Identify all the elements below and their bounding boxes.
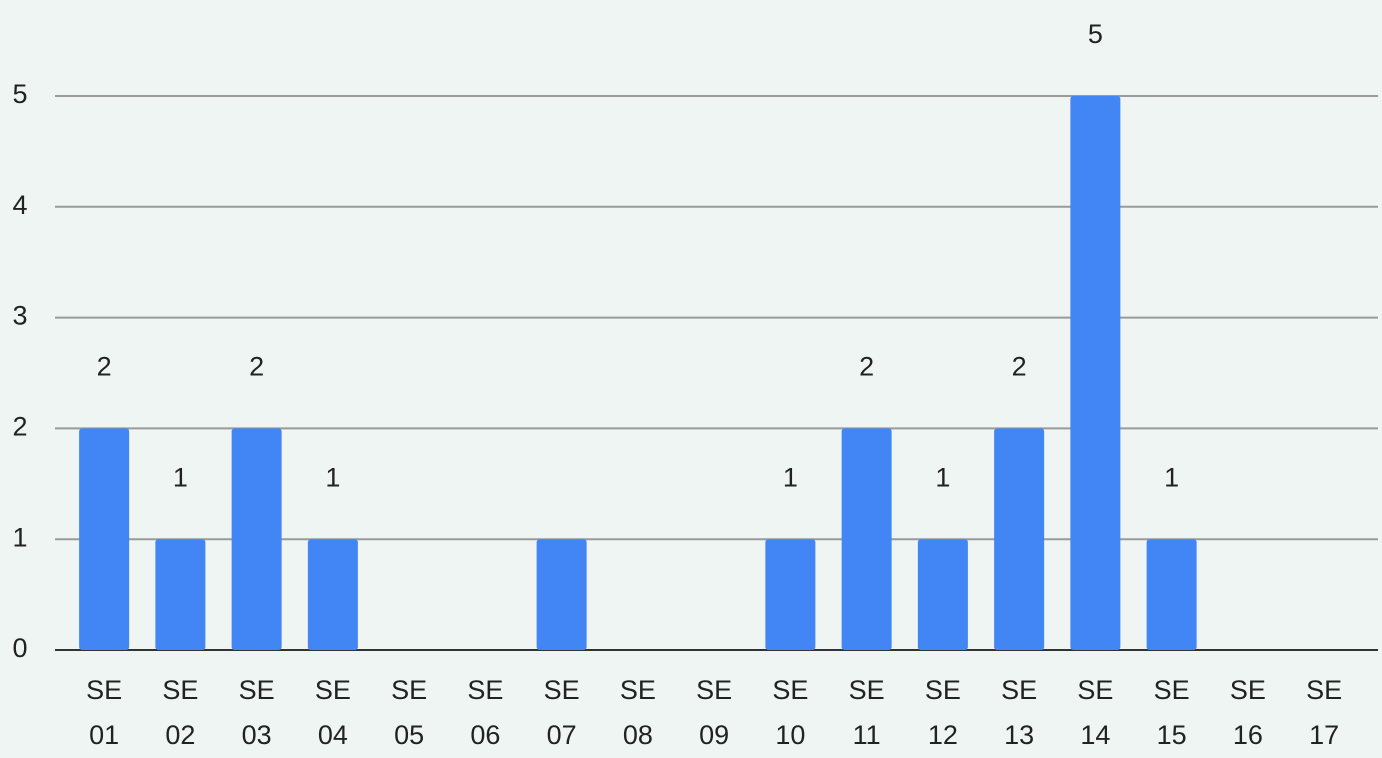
x-tick-label: SE 07 (537, 668, 587, 758)
bar (994, 428, 1044, 650)
x-tick-label: SE 17 (1299, 668, 1349, 758)
y-tick-label: 2 (12, 412, 27, 442)
page: {"chart_data": {"type": "bar", "categori… (0, 0, 1382, 757)
y-tick-label: 0 (12, 633, 27, 663)
bar (1147, 539, 1197, 650)
x-tick-label: SE 11 (842, 668, 892, 758)
y-tick-label: 3 (12, 301, 27, 331)
y-tick-label: 4 (12, 190, 27, 220)
bar (918, 539, 968, 650)
bar (79, 428, 129, 650)
y-tick-label: 5 (12, 79, 27, 109)
data-label: 1 (935, 462, 950, 492)
y-tick-label: 1 (12, 522, 27, 552)
x-tick-label: SE 08 (613, 668, 663, 758)
x-tick-label: SE 10 (765, 668, 815, 758)
x-tick-label: SE 12 (918, 668, 968, 758)
data-label: 5 (1088, 19, 1103, 49)
x-tick-label: SE 06 (460, 668, 510, 758)
x-tick-label: SE 02 (155, 668, 205, 758)
bar (765, 539, 815, 650)
x-tick-label: SE 03 (232, 668, 282, 758)
x-tick-label: SE 04 (308, 668, 358, 758)
data-label: 1 (1164, 462, 1179, 492)
x-tick-label: SE 13 (994, 668, 1044, 758)
data-label: 2 (1012, 352, 1027, 382)
data-label: 1 (325, 462, 340, 492)
chart: 0 1 2 3 4 5 2 1 2 1 1 2 1 2 5 1 (0, 0, 1382, 757)
x-tick-label: SE 01 (79, 668, 129, 758)
bar (155, 539, 205, 650)
bar (308, 539, 358, 650)
x-tick-label: SE 05 (384, 668, 434, 758)
x-tick-label: SE 16 (1223, 668, 1273, 758)
bar (537, 539, 587, 650)
data-label: 1 (173, 462, 188, 492)
bar (842, 428, 892, 650)
bar (1070, 96, 1120, 650)
x-tick-label: SE 14 (1070, 668, 1120, 758)
data-label: 2 (859, 352, 874, 382)
x-tick-label: SE 15 (1147, 668, 1197, 758)
data-label: 2 (97, 352, 112, 382)
x-tick-label: SE 09 (689, 668, 739, 758)
data-label: 2 (249, 352, 264, 382)
data-label: 1 (783, 462, 798, 492)
bar (232, 428, 282, 650)
